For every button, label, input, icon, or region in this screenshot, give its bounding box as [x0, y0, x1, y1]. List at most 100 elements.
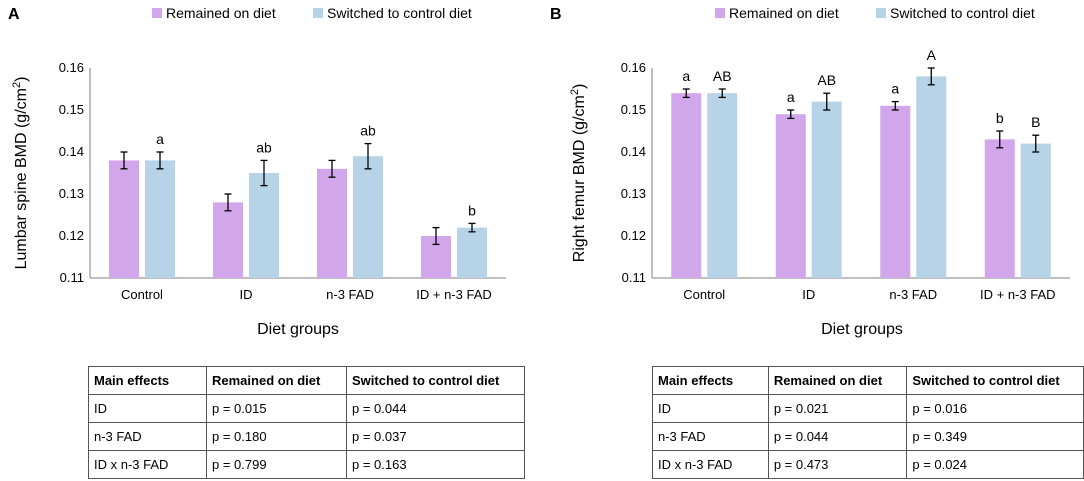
table-cell: p = 0.015: [206, 394, 347, 423]
panel-label: B: [550, 6, 562, 23]
x-axis-title: Diet groups: [821, 321, 903, 338]
table-cell: ID x n-3 FAD: [88, 450, 207, 479]
table-cell: p = 0.021: [767, 394, 908, 423]
table-row: ID x n-3 FAD p = 0.799 p = 0.163: [88, 450, 525, 479]
error-bar: [432, 226, 440, 246]
x-tick-label: Control: [683, 287, 725, 302]
x-tick-label: n-3 FAD: [326, 287, 374, 302]
bar: [317, 168, 347, 278]
legend-swatch: [313, 8, 323, 18]
error-bar: [927, 67, 935, 86]
table-header-row: Main effects Remained on diet Switched t…: [652, 366, 1084, 395]
table-cell: p = 0.349: [906, 422, 1084, 451]
error-bar: [260, 159, 268, 187]
significance-label: AB: [713, 68, 732, 84]
y-tick-label: 0.14: [621, 144, 646, 159]
table-row: ID p = 0.015 p = 0.044: [88, 394, 525, 423]
table-header: Main effects: [652, 366, 769, 395]
bar: [213, 202, 243, 278]
bar: [1020, 143, 1051, 278]
table-header-row: Main effects Remained on diet Switched t…: [88, 366, 525, 395]
y-tick-label: 0.11: [622, 270, 646, 285]
bar: [775, 114, 806, 278]
table-cell: p = 0.799: [206, 450, 347, 479]
panel-b: B Remained on diet Switched to control di…: [542, 0, 1084, 481]
bar: [707, 93, 738, 278]
y-tick-label: 0.16: [621, 60, 646, 75]
significance-label: b: [468, 202, 476, 218]
significance-label: b: [996, 110, 1004, 126]
table-cell: p = 0.044: [346, 394, 525, 423]
error-bar: [1032, 134, 1040, 153]
bar: [984, 139, 1015, 278]
table-cell: ID x n-3 FAD: [652, 450, 769, 479]
bar: [145, 160, 175, 278]
bmd-chart-lumbar: Remained on diet Switched to control diet…: [11, 5, 506, 338]
significance-label: a: [787, 89, 795, 105]
table-cell: p = 0.024: [906, 450, 1084, 479]
y-tick-label: 0.16: [59, 60, 84, 75]
error-bar: [468, 222, 476, 233]
y-tick-label: 0.11: [60, 270, 84, 285]
bar: [457, 227, 487, 278]
bmd-chart-femur: Remained on diet Switched to control diet…: [569, 5, 1070, 338]
table-cell: ID: [88, 394, 207, 423]
y-tick-label: 0.13: [59, 186, 84, 201]
legend-label: Remained on diet: [729, 5, 839, 21]
table-header: Switched to control diet: [906, 366, 1084, 395]
legend-swatch: [876, 8, 886, 18]
bar: [353, 156, 383, 278]
legend-label: Remained on diet: [166, 5, 276, 21]
main-effects-table: Main effects Remained on diet Switched t…: [88, 366, 525, 479]
significance-label: ab: [256, 139, 272, 155]
x-tick-label: n-3 FAD: [889, 287, 937, 302]
y-tick-label: 0.13: [621, 186, 646, 201]
y-tick-label: 0.12: [59, 228, 84, 243]
table-cell: p = 0.473: [767, 450, 908, 479]
error-bar: [787, 109, 795, 120]
bar: [109, 160, 139, 278]
error-bar: [224, 193, 232, 212]
table-cell: p = 0.037: [346, 422, 525, 451]
error-bar: [120, 151, 128, 170]
significance-label: A: [927, 47, 937, 63]
x-tick-label: ID: [240, 287, 253, 302]
y-tick-label: 0.15: [621, 102, 646, 117]
table-header: Main effects: [88, 366, 207, 395]
error-bar: [718, 88, 726, 99]
bar: [249, 173, 279, 278]
significance-label: a: [891, 81, 899, 97]
error-bar: [364, 142, 372, 170]
x-tick-label: Control: [121, 287, 163, 302]
error-bar: [682, 88, 690, 99]
bar: [880, 105, 911, 278]
significance-label: ab: [360, 123, 376, 139]
table-cell: p = 0.044: [767, 422, 908, 451]
y-axis-title: Right femur BMD (g/cm2): [569, 84, 588, 263]
table-cell: n-3 FAD: [88, 422, 207, 451]
table-cell: p = 0.016: [906, 394, 1084, 423]
x-tick-label: ID + n-3 FAD: [416, 287, 492, 302]
main-effects-table: Main effects Remained on diet Switched t…: [652, 366, 1084, 479]
x-tick-label: ID + n-3 FAD: [980, 287, 1056, 302]
table-cell: n-3 FAD: [652, 422, 769, 451]
x-axis-title: Diet groups: [257, 321, 339, 338]
x-tick-label: ID: [802, 287, 815, 302]
bar: [916, 76, 947, 279]
legend-label: Switched to control diet: [890, 5, 1035, 21]
y-tick-label: 0.14: [59, 144, 84, 159]
significance-label: a: [682, 68, 690, 84]
table-header: Remained on diet: [206, 366, 347, 395]
table-cell: p = 0.180: [206, 422, 347, 451]
table-header: Switched to control diet: [346, 366, 525, 395]
table-row: n-3 FAD p = 0.180 p = 0.037: [88, 422, 525, 451]
table-cell: ID: [652, 394, 769, 423]
error-bar: [996, 130, 1004, 149]
y-axis-title: Lumbar spine BMD (g/cm2): [11, 77, 30, 270]
legend-swatch: [152, 8, 162, 18]
bar: [671, 93, 702, 278]
error-bar: [328, 159, 336, 178]
y-tick-label: 0.12: [621, 228, 646, 243]
legend-label: Switched to control diet: [327, 5, 472, 21]
significance-label: a: [156, 131, 164, 147]
